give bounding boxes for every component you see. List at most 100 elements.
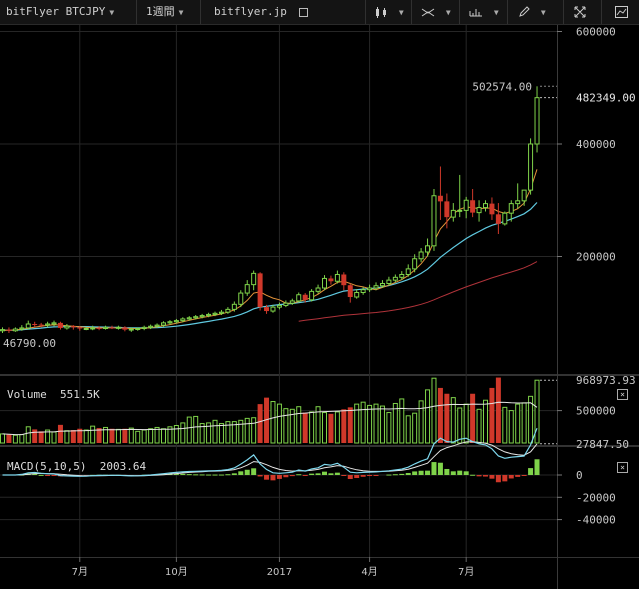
macd-histogram-bar	[206, 474, 212, 476]
compare-button[interactable]: ▼	[459, 0, 508, 24]
macd-histogram-bar	[328, 473, 334, 475]
macd-histogram-bar	[489, 475, 495, 479]
drawing-tools-button[interactable]: ▼	[507, 0, 556, 24]
symbol-selector[interactable]: bitFlyer BTCJPY ▼	[6, 0, 114, 24]
volume-bar	[173, 425, 179, 444]
candle-body	[470, 200, 476, 213]
volume-bar	[180, 422, 186, 444]
macd-close-icon[interactable]: ×	[617, 462, 628, 473]
volume-bar	[515, 403, 521, 444]
candle-body	[25, 323, 31, 329]
volume-bar	[257, 404, 263, 443]
indicators-button[interactable]: ▼	[411, 0, 460, 24]
low-marker-label: 46790.00	[3, 337, 56, 350]
macd-histogram-bar	[283, 475, 289, 478]
volume-bar	[386, 412, 392, 444]
candle-body	[141, 326, 147, 329]
candle-body	[115, 326, 121, 329]
macd-histogram-bar	[244, 469, 250, 475]
candle-body	[38, 324, 44, 326]
volume-bar	[154, 426, 160, 444]
macd-histogram-bar	[334, 472, 340, 475]
candle-body	[489, 203, 495, 215]
volume-bar	[32, 429, 38, 443]
candle-body	[270, 306, 276, 312]
volume-bar	[508, 410, 514, 444]
site-link[interactable]: bitflyer.jp	[200, 0, 309, 24]
macd-histogram-bar	[483, 475, 488, 477]
price-tick-label: 200000	[576, 251, 616, 264]
candle-body	[51, 322, 57, 325]
candle-body	[437, 195, 443, 202]
ma-slow-line	[298, 261, 538, 322]
volume-bar	[534, 379, 540, 444]
volume-bar	[296, 406, 302, 444]
time-tick-label: 7月	[458, 566, 474, 578]
candle-body	[444, 201, 450, 218]
volume-bar	[141, 429, 147, 444]
volume-bar	[405, 415, 411, 444]
candle-body	[341, 274, 347, 286]
candle-body	[418, 251, 424, 260]
time-tick-label: 7月	[72, 566, 88, 578]
volume-bar	[218, 423, 224, 444]
volume-bar	[425, 389, 431, 444]
volume-bar	[283, 408, 289, 444]
macd-histogram-bar	[412, 471, 418, 475]
volume-bar	[315, 406, 321, 444]
volume-bar	[19, 434, 25, 444]
candle-body	[77, 327, 83, 329]
macd-histogram-bar	[515, 475, 521, 477]
volume-bar	[135, 430, 141, 444]
macd-histogram-bar	[502, 475, 508, 482]
candlestick-icon	[374, 5, 395, 18]
macd-histogram-bar	[322, 471, 327, 475]
candle-body	[161, 322, 166, 326]
macd-last-label: 27847.50	[576, 438, 629, 451]
volume-bar	[367, 404, 373, 444]
candle-body	[392, 276, 398, 281]
candle-body	[206, 313, 212, 317]
volume-bar	[309, 411, 315, 444]
snapshot-icon	[614, 5, 628, 18]
macd-histogram-bar	[270, 475, 276, 481]
volume-bar	[12, 434, 18, 444]
time-tick-label: 10月	[165, 566, 188, 578]
volume-bar	[148, 428, 154, 444]
volume-bar	[238, 419, 244, 444]
candle-body	[502, 212, 508, 225]
macd-histogram-bar	[437, 462, 443, 475]
macd-histogram-bar	[431, 462, 437, 475]
candle-body	[360, 289, 366, 293]
macd-histogram-bar	[354, 475, 360, 479]
volume-bar	[450, 397, 456, 444]
macd-tick-label: 0	[576, 469, 583, 482]
macd-histogram-bar	[38, 474, 44, 476]
volume-bar	[161, 428, 166, 444]
volume-bar	[77, 428, 83, 443]
volume-value: 551.5K	[60, 388, 100, 401]
candle-body	[373, 285, 379, 289]
chart-type-button[interactable]: ▼	[365, 0, 412, 24]
volume-bar	[521, 402, 527, 444]
price-tick-label: 600000	[576, 26, 616, 39]
candle-body	[476, 207, 482, 214]
candle-body	[521, 189, 527, 202]
candle-body	[154, 324, 160, 327]
fullscreen-button[interactable]	[563, 0, 596, 24]
snapshot-button[interactable]	[601, 0, 639, 24]
candle-body	[32, 324, 38, 325]
macd-histogram-bar	[386, 474, 392, 476]
fullscreen-icon	[574, 5, 586, 18]
high-marker-label: 502574.00	[472, 80, 532, 93]
candle-body	[334, 274, 340, 282]
volume-legend: Volume 551.5K	[7, 388, 100, 401]
candle-body	[128, 328, 134, 331]
volume-bar	[412, 412, 418, 444]
volume-close-icon[interactable]: ×	[617, 389, 628, 400]
candle-body	[457, 209, 463, 212]
candle-body	[186, 317, 192, 320]
interval-selector[interactable]: 1週間 ▼	[136, 0, 183, 24]
volume-bar	[115, 428, 121, 444]
